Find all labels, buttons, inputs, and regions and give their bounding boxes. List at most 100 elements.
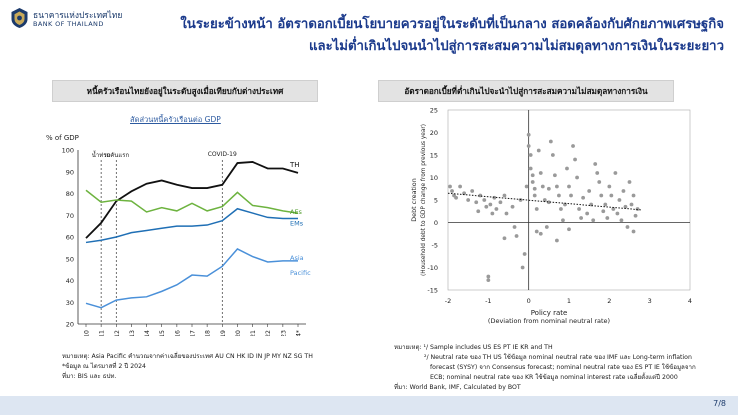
y-axis-sublabel: (Household debt to GDP change from previ… (421, 124, 427, 276)
title-line-1: ในระยะข้างหน้า อัตราดอกเบี้ยนโยบายควรอยู… (180, 17, 724, 32)
scatter-point (538, 231, 543, 236)
scatter-point (522, 252, 527, 256)
left-notes: หมายเหตุ: Asia Pacific คำนวณจากค่าเฉลี่ย… (62, 352, 313, 382)
scatter-point (601, 209, 606, 214)
scatter-point (613, 171, 618, 175)
x-tick-label: 2013 (129, 330, 136, 336)
scatter-point (627, 180, 632, 184)
x-tick-label: 3 (648, 297, 652, 305)
y-axis-label: Debt creation (410, 178, 418, 222)
y-tick-label: 40 (66, 277, 74, 285)
x-tick-label: 2016 (174, 330, 181, 336)
scatter-point (621, 189, 626, 193)
scatter-point (573, 157, 577, 162)
scatter-point (591, 218, 596, 223)
scatter-point (607, 184, 612, 189)
scatter-point (557, 193, 561, 198)
scatter-point (520, 265, 525, 270)
footer-bar: 7/8 (0, 396, 738, 415)
scatter-point (565, 166, 569, 171)
x-tick-label: 1 (567, 297, 571, 305)
scatter-point (542, 198, 547, 202)
right-note-line: หมายเหตุ: ¹/ Sample includes US ES PT IE… (394, 344, 553, 351)
x-tick-label: 2012 (114, 330, 121, 336)
scatter-point (518, 198, 523, 202)
scatter-point (623, 204, 628, 209)
scatter-point (526, 144, 531, 148)
x-tick-label: 4 (688, 297, 692, 305)
y-tick-label: -5 (432, 242, 438, 250)
scatter-point (559, 207, 563, 211)
right-note-line: ²/ Neutral rate ของ TH US ใช้ข้อมูล nomi… (424, 354, 692, 361)
scatter-point (605, 216, 610, 220)
scatter-point (555, 238, 559, 243)
x-tick-label: 2 (607, 297, 611, 305)
scatter-point (611, 207, 616, 211)
x-axis-sublabel: (Deviation from nominal neutral rate) (488, 317, 610, 324)
scatter-point (581, 195, 586, 200)
right-notes: หมายเหตุ: ¹/ Sample includes US ES PT IE… (394, 343, 696, 393)
household-debt-line-chart: % of GDP 20 30 40 50 60 70 80 90 100 2010 2011 2012 2… (46, 134, 311, 336)
left-note-line: หมายเหตุ: Asia Pacific คำนวณจากค่าเฉลี่ย… (62, 353, 313, 360)
event-label: COVID-19 (208, 151, 237, 158)
x-tick-label: 2011 (99, 330, 106, 336)
scatter-point (504, 211, 509, 216)
x-tick-label: -2 (445, 297, 451, 305)
scatter-point (470, 189, 475, 193)
right-panel-heading: อัตราดอกเบี้ยที่ต่ำเกินไปจะนำไปสู่การสะส… (378, 80, 674, 102)
y-tick-label: 100 (62, 147, 74, 155)
bot-logo: ธนาคารแห่งประเทศไทย BANK OF THAILAND (10, 6, 122, 32)
scatter-point (631, 229, 636, 234)
scatter-point (550, 153, 555, 157)
scatter-point (546, 200, 551, 205)
y-tick-label: 60 (66, 234, 74, 242)
series-label-asia-pacific: Asia (290, 254, 304, 262)
y-tick-label: 70 (66, 212, 74, 220)
y-tick-label: 10 (430, 174, 438, 182)
scatter-point (488, 202, 493, 207)
series-line-aes (85, 189, 299, 214)
scatter-point (532, 186, 537, 191)
left-note-line: *ข้อมูล ณ ไตรมาสที่ 2 ปี 2024 (62, 363, 146, 370)
scatter-point (528, 153, 533, 157)
scatter-point (482, 198, 487, 202)
scatter-point (534, 229, 539, 234)
series-line-ems (85, 207, 298, 244)
scatter-point (526, 132, 531, 137)
x-tick-label: 2017 (190, 330, 197, 336)
plot-frame (447, 109, 691, 291)
x-axis-label: Policy rate (531, 309, 568, 317)
x-tick-label: 2020 (235, 330, 242, 336)
scatter-point (538, 171, 543, 175)
scatter-point (524, 184, 529, 189)
y-tick-label: 25 (430, 107, 438, 115)
x-tick-label: 2021 (250, 330, 257, 336)
event-label: รถคันแรก (103, 152, 129, 159)
scatter-point (546, 186, 551, 191)
y-tick-label: 15 (430, 152, 438, 160)
scatter-point (490, 211, 495, 216)
scatter-point (532, 193, 537, 198)
y-tick-label: 30 (66, 299, 74, 307)
scatter-point (555, 184, 559, 189)
scatter-point (476, 209, 481, 214)
scatter-point (631, 193, 636, 198)
left-chart-subtitle: สัดส่วนหนี้ครัวเรือนต่อ GDP (130, 115, 221, 124)
title-line-2: และไม่ต่ำเกินไปจนนำไปสู่การสะสมความไม่สม… (308, 39, 724, 54)
y-tick-label: -10 (427, 264, 438, 272)
scatter-point (617, 198, 622, 202)
scatter-point (492, 195, 497, 200)
scatter-point (569, 193, 573, 198)
scatter-point (552, 173, 557, 178)
scatter-point (603, 202, 608, 207)
x-tick-label: 2022 (265, 330, 272, 336)
scatter-point (585, 211, 590, 216)
scatter-point (494, 207, 499, 211)
scatter-point (571, 144, 575, 148)
scatter-point (534, 207, 539, 211)
slide-title: ในระยะข้างหน้า อัตราดอกเบี้ยนโยบายควรอยู… (124, 14, 724, 58)
scatter-point (510, 204, 515, 209)
scatter-point (593, 162, 598, 166)
scatter-point (579, 216, 583, 220)
